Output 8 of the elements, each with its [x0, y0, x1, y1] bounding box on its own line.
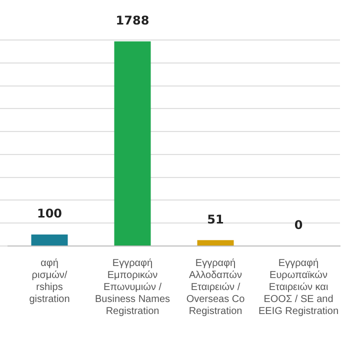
x-tick-label: αφή ρισμών/ rships gistration: [29, 258, 70, 305]
data-label: 51: [207, 212, 224, 226]
x-tick-label: Εγγραφή Ευρωπαϊκών Εταιρειών και ΕΟΟΣ / SE and EEIG Registration: [258, 258, 339, 317]
data-label: 1788: [116, 14, 150, 28]
data-label: 0: [294, 218, 303, 232]
x-tick-label: Εγγραφή Εμπορικών Επωνυμιών / Business Names Registration: [94, 258, 170, 317]
x-tick-label: Εγγραφή Αλλοδαπών Εταιρειών / Overseas Co Registration: [186, 258, 246, 317]
data-label: 100: [36, 206, 62, 221]
